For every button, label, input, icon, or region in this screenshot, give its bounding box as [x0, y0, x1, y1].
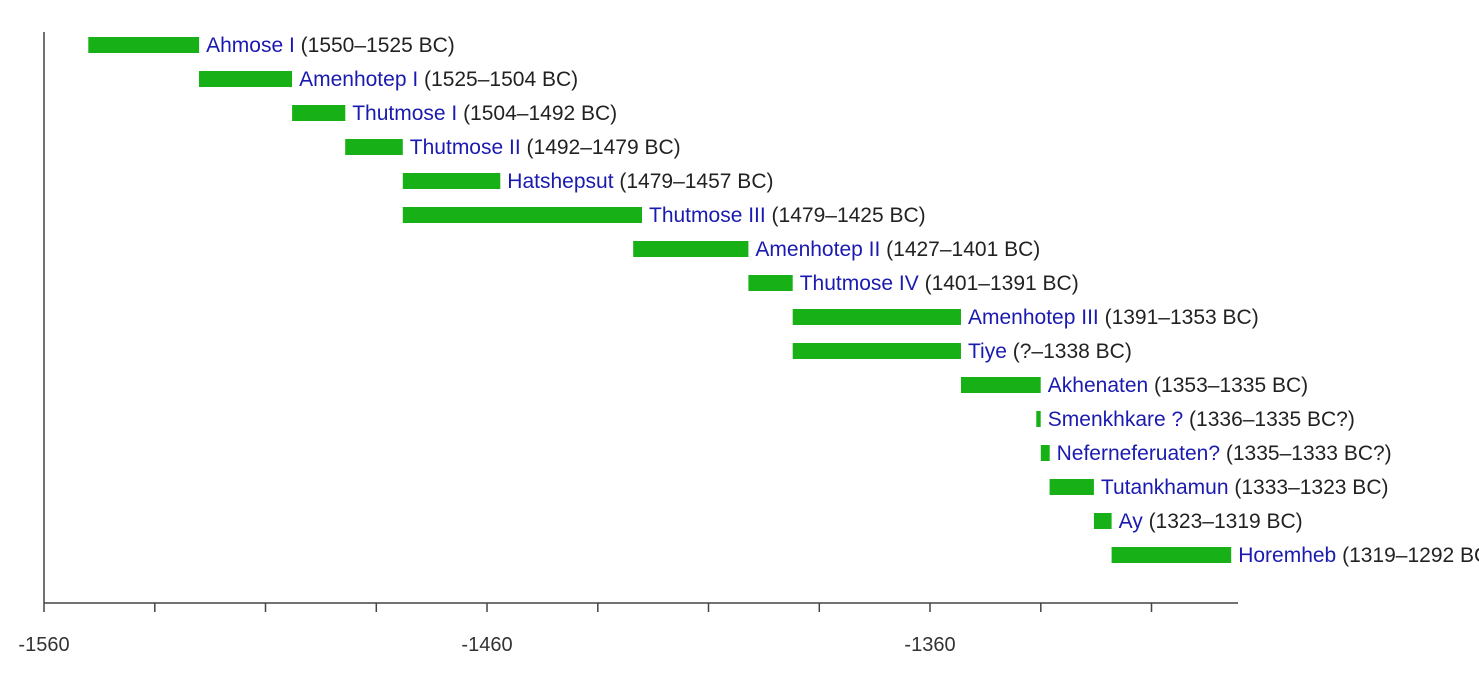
reign-dates: (1353–1335 BC) [1148, 374, 1308, 397]
reign-label: Thutmose I (1504–1492 BC) [352, 102, 617, 125]
reign-dates: (1336–1335 BC?) [1183, 408, 1355, 431]
reign-bar [1049, 479, 1094, 495]
tick-labels-layer: -1560 -1460 -1360 [18, 634, 955, 656]
reign-dates: (1479–1425 BC) [766, 204, 926, 227]
reign-bar [345, 139, 403, 155]
pharaoh-name-link[interactable]: Amenhotep III [968, 306, 1099, 329]
pharaoh-name-link[interactable]: Tutankhamun [1101, 476, 1229, 499]
reign-label: Amenhotep I (1525–1504 BC) [299, 68, 578, 91]
reign-dates: (1504–1492 BC) [457, 102, 617, 125]
reign-bar [1111, 547, 1232, 563]
reign-bar [633, 241, 749, 257]
pharaoh-name-link[interactable]: Thutmose IV [800, 272, 919, 295]
pharaoh-name-link[interactable]: Horemheb [1238, 544, 1336, 567]
pharaoh-name-link[interactable]: Amenhotep I [299, 68, 418, 91]
reign-bar [402, 173, 501, 189]
reign-label: Amenhotep III (1391–1353 BC) [968, 306, 1259, 329]
reign-dates: (1323–1319 BC) [1143, 510, 1303, 533]
reign-label: Smenkhkare ? (1336–1335 BC?) [1048, 408, 1355, 431]
bars-layer [88, 37, 1232, 563]
reign-dates: (1492–1479 BC) [521, 136, 681, 159]
pharaoh-name-link[interactable]: Smenkhkare ? [1048, 408, 1183, 431]
reign-dates: (1525–1504 BC) [418, 68, 578, 91]
pharaoh-name-link[interactable]: Ahmose I [206, 34, 295, 57]
reign-label: Akhenaten (1353–1335 BC) [1048, 374, 1308, 397]
reign-dates: (1335–1333 BC?) [1220, 442, 1392, 465]
reign-dates: (1319–1292 BC) [1336, 544, 1479, 567]
reign-bar [748, 275, 793, 291]
reign-label: Thutmose IV (1401–1391 BC) [800, 272, 1079, 295]
reign-bar [792, 309, 961, 325]
labels-layer: Ahmose I (1550–1525 BC) Amenhotep I (1525… [206, 34, 1479, 567]
reign-label: Hatshepsut (1479–1457 BC) [507, 170, 773, 193]
reign-label: Neferneferuaten? (1335–1333 BC?) [1057, 442, 1392, 465]
ticks-layer [43, 603, 1153, 612]
reign-bar [199, 71, 292, 87]
pharaoh-name-link[interactable]: Hatshepsut [507, 170, 613, 193]
reign-dates: (1391–1353 BC) [1099, 306, 1259, 329]
reign-bar [792, 343, 961, 359]
reign-bar [88, 37, 200, 53]
reign-dates: (?–1338 BC) [1007, 340, 1132, 363]
reign-label: Thutmose II (1492–1479 BC) [410, 136, 681, 159]
pharaoh-name-link[interactable]: Neferneferuaten? [1057, 442, 1220, 465]
reign-bar [961, 377, 1041, 393]
reign-label: Tutankhamun (1333–1323 BC) [1101, 476, 1389, 499]
pharaoh-name-link[interactable]: Ay [1119, 510, 1144, 533]
reign-label: Horemheb (1319–1292 BC) [1238, 544, 1479, 567]
reign-dates: (1333–1323 BC) [1229, 476, 1389, 499]
reign-label: Amenhotep II (1427–1401 BC) [755, 238, 1040, 261]
reign-bar [1093, 513, 1112, 529]
reign-bar [292, 105, 346, 121]
pharaoh-name-link[interactable]: Thutmose II [410, 136, 521, 159]
reign-label: Thutmose III (1479–1425 BC) [649, 204, 926, 227]
reign-bar [402, 207, 642, 223]
pharaoh-name-link[interactable]: Tiye [968, 340, 1007, 363]
reign-dates: (1427–1401 BC) [880, 238, 1040, 261]
reign-label: Tiye (?–1338 BC) [968, 340, 1132, 363]
x-axis-tick-label: -1360 [904, 634, 955, 656]
x-axis-tick-label: -1560 [18, 634, 69, 656]
reign-dates: (1479–1457 BC) [614, 170, 774, 193]
reign-dates: (1401–1391 BC) [919, 272, 1079, 295]
reign-label: Ay (1323–1319 BC) [1119, 510, 1303, 533]
pharaoh-name-link[interactable]: Thutmose I [352, 102, 457, 125]
x-axis-tick-label: -1460 [461, 634, 512, 656]
reign-dates: (1550–1525 BC) [295, 34, 455, 57]
reign-bar [1036, 411, 1041, 427]
pharaoh-name-link[interactable]: Amenhotep II [755, 238, 880, 261]
reign-bar [1040, 445, 1050, 461]
pharaoh-name-link[interactable]: Akhenaten [1048, 374, 1148, 397]
reign-label: Ahmose I (1550–1525 BC) [206, 34, 455, 57]
pharaoh-name-link[interactable]: Thutmose III [649, 204, 766, 227]
